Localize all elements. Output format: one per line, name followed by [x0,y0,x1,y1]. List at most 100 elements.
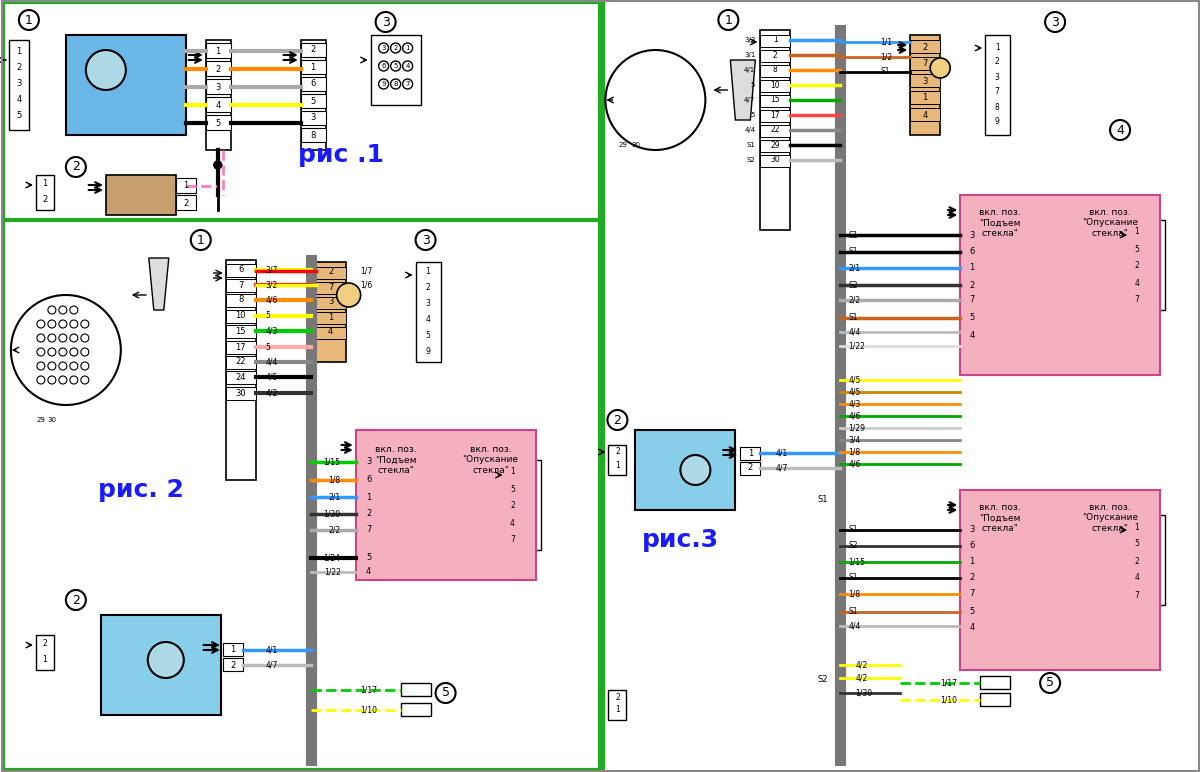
Bar [355,473,380,486]
Bar [960,312,985,324]
Bar [205,97,230,112]
Bar [761,155,791,167]
Text: 1: 1 [1135,523,1140,531]
Circle shape [403,61,413,71]
Text: 4/2: 4/2 [856,661,868,669]
Bar [761,80,791,92]
Text: 1: 1 [215,46,221,56]
Bar [226,371,256,384]
Text: 5: 5 [215,118,221,127]
Text: 4/2: 4/2 [265,388,278,398]
Text: 3: 3 [328,297,334,306]
Circle shape [66,590,86,610]
Text: 4: 4 [328,327,334,337]
Text: 3: 3 [970,231,974,239]
Bar [960,490,1160,670]
Bar [911,35,940,135]
Bar [301,60,325,74]
Text: S1: S1 [848,231,858,239]
Text: 2: 2 [970,280,974,290]
Text: 5: 5 [751,82,755,88]
Bar [8,40,29,130]
Bar [226,325,256,338]
Text: 1: 1 [17,48,22,56]
Text: 9: 9 [382,81,386,87]
Text: 1: 1 [42,655,47,665]
Text: 1/10: 1/10 [940,696,958,705]
Bar [316,312,346,324]
Text: 2: 2 [923,42,928,52]
Polygon shape [731,60,755,120]
Text: 30: 30 [235,388,246,398]
Circle shape [11,295,121,405]
Text: 5: 5 [1046,676,1054,689]
Bar [205,40,230,150]
Text: 2: 2 [748,463,752,472]
Text: 1: 1 [616,706,620,715]
Text: 3: 3 [995,73,1000,82]
Text: 2: 2 [970,574,974,583]
Bar [205,61,230,76]
Text: 4: 4 [923,110,928,120]
Text: 7: 7 [328,283,334,292]
Text: 2: 2 [184,198,188,208]
Text: 3: 3 [310,113,316,123]
Text: 7: 7 [1135,591,1140,600]
Text: 3: 3 [366,458,371,466]
Text: 7: 7 [970,590,974,598]
Bar [316,262,346,362]
Text: 4: 4 [510,519,515,527]
Text: 2: 2 [42,195,48,205]
Bar [205,43,230,58]
Bar [355,565,380,578]
Text: 9: 9 [425,347,430,357]
Bar [608,445,626,475]
Text: 2: 2 [394,45,398,51]
Text: 1: 1 [42,178,48,188]
Text: 1/1: 1/1 [881,38,893,46]
Text: 4/6: 4/6 [848,459,860,469]
Text: 2: 2 [366,510,371,519]
Text: вкл. поз.
"Опускание
стекла": вкл. поз. "Опускание стекла" [1082,208,1138,238]
Bar [960,279,985,291]
Circle shape [59,320,67,328]
Text: 17: 17 [770,110,780,120]
Text: 22: 22 [770,126,780,134]
Bar [226,260,256,480]
Bar [355,523,380,536]
Text: 2/2: 2/2 [329,526,341,534]
Circle shape [80,376,89,384]
Text: вкл. поз.
"Опускание
стекла": вкл. поз. "Опускание стекла" [462,445,518,475]
Text: 4: 4 [366,567,371,577]
Bar [960,246,985,258]
Text: 1: 1 [184,181,188,191]
Bar [205,79,230,94]
Text: 1/2: 1/2 [881,52,893,62]
Text: 30: 30 [631,142,640,148]
Bar [1130,220,1165,310]
Bar [226,387,256,400]
Bar [355,455,380,468]
Text: 1: 1 [510,468,515,476]
Circle shape [37,362,44,370]
Bar [505,460,540,550]
Bar [316,297,346,309]
Bar [36,635,54,670]
Text: 7: 7 [406,81,410,87]
Text: 4: 4 [970,330,974,340]
Circle shape [70,334,78,342]
Bar [911,57,940,70]
Text: 4: 4 [1116,124,1124,137]
Bar [355,490,380,503]
Text: 1/15: 1/15 [848,557,865,567]
Text: 4: 4 [425,316,430,324]
Text: 2: 2 [1135,262,1140,270]
Text: 1: 1 [773,36,778,45]
Text: 7: 7 [970,296,974,304]
Text: 3/7: 3/7 [265,266,278,275]
Text: S1: S1 [881,67,889,76]
Circle shape [59,334,67,342]
Text: 4: 4 [215,100,221,110]
Text: 8: 8 [238,296,244,304]
Bar [301,111,325,125]
